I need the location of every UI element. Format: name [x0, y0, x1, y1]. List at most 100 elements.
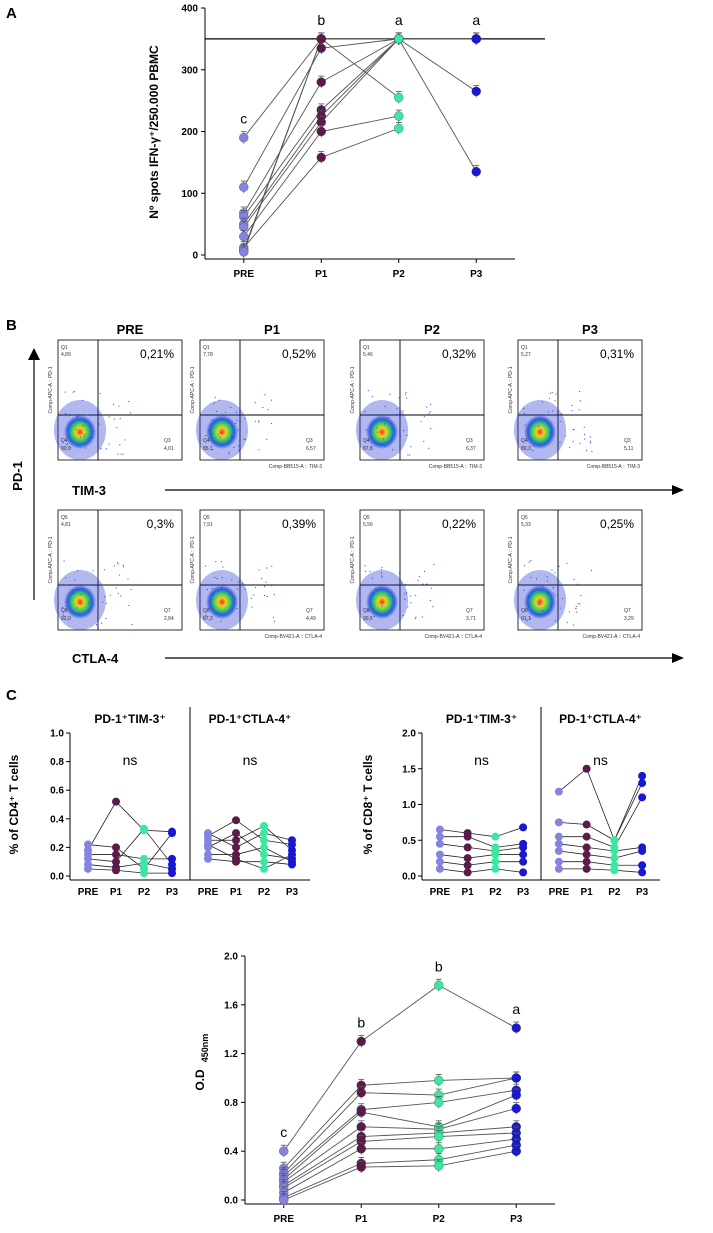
data-point-s11-2: [434, 1161, 444, 1171]
event-dot: [270, 399, 272, 401]
event-dot: [64, 391, 66, 393]
series-line-s5: [439, 861, 468, 866]
event-dot: [376, 431, 378, 433]
event-dot: [405, 392, 407, 394]
quadrant-upper-label: Q5: [521, 515, 528, 521]
event-dot: [221, 587, 223, 589]
data-point-s3-3: [519, 843, 528, 852]
data-point-s1-1: [356, 1036, 366, 1047]
event-dot: [101, 622, 103, 624]
event-dot: [407, 606, 409, 608]
data-point-s6-2: [260, 857, 268, 866]
data-point-s2-2: [434, 1075, 444, 1086]
event-dot: [271, 585, 273, 587]
data-point-s3-1: [112, 850, 120, 859]
event-dot: [100, 447, 102, 449]
y-tick-label: 0.5: [402, 836, 416, 847]
event-dot: [530, 560, 532, 562]
event-dot: [221, 577, 223, 579]
x-tick-label: P2: [258, 887, 271, 898]
event-dot: [579, 400, 581, 402]
data-point-s5-2: [610, 854, 619, 863]
data-point-s1-2: [491, 832, 500, 841]
data-point-s6-0: [435, 864, 444, 873]
data-point-s4-2: [260, 850, 268, 859]
event-dot: [205, 615, 207, 617]
event-dot: [130, 588, 132, 590]
data-point-s7-3: [288, 850, 296, 859]
series-line-s2: [558, 821, 587, 825]
event-dot: [538, 425, 540, 427]
quadrant-upper-value: 4,81: [61, 522, 71, 528]
event-dot: [560, 420, 562, 422]
event-cloud-core: [366, 415, 398, 449]
event-dot: [375, 588, 377, 590]
quadrant-upper-label: Q5: [363, 515, 370, 521]
event-dot: [105, 617, 107, 619]
event-dot: [571, 405, 573, 407]
quadrant-right-label: Q7: [466, 608, 473, 614]
event-dot: [81, 588, 83, 590]
event-dot: [243, 438, 245, 440]
data-point-s2-2: [260, 836, 268, 845]
event-dot: [264, 585, 266, 587]
event-dot: [220, 620, 222, 622]
event-dot: [426, 583, 428, 585]
event-dot: [77, 570, 79, 572]
event-dot: [540, 591, 542, 593]
quadrant-lower-label: Q4: [203, 438, 210, 444]
event-dot: [254, 420, 256, 422]
event-dot: [553, 592, 555, 594]
event-dot: [403, 429, 405, 431]
quadrant-lower-label: Q4: [61, 438, 68, 444]
event-dot: [410, 602, 412, 604]
event-dot: [104, 596, 106, 598]
data-point-s2-3: [168, 827, 176, 836]
event-dot: [118, 405, 120, 407]
y-tick-label: 0.6: [50, 786, 64, 797]
event-dot: [251, 606, 253, 608]
y-tick-label: 0.0: [50, 872, 64, 883]
event-dot: [119, 418, 121, 420]
event-dot: [423, 571, 425, 573]
event-dot: [368, 609, 370, 611]
series-line-s7: [207, 844, 237, 860]
event-dot: [530, 617, 532, 619]
data-point-s6-0: [84, 864, 92, 873]
marker-axis-label: TIM-3: [72, 483, 106, 498]
series-line-s7: [283, 1136, 362, 1186]
series-line-s7: [361, 1132, 439, 1138]
event-dot: [423, 416, 425, 418]
event-dot: [82, 425, 84, 427]
event-dot: [261, 577, 263, 579]
event-dot: [404, 593, 406, 595]
series-line-s7: [235, 858, 265, 870]
event-dot: [420, 421, 422, 423]
quadrant-upper-label: Q1: [521, 345, 528, 351]
data-point-s7-3: [638, 868, 647, 877]
event-dot: [255, 587, 257, 589]
event-dot: [376, 427, 378, 429]
event-dot: [99, 392, 101, 394]
data-point-s3-0: [435, 839, 444, 848]
event-dot: [396, 413, 398, 415]
double-positive-percent: 0,22%: [442, 517, 476, 531]
flow-x-axis-label: Comp-BB515-A :: TIM-3: [429, 464, 482, 470]
event-dot: [62, 607, 64, 609]
data-point-s4-3: [519, 850, 528, 859]
data-point-s6-1: [463, 868, 472, 877]
event-dot: [266, 567, 268, 569]
data-point-s5-3: [519, 857, 528, 866]
x-tick-label: P2: [138, 887, 151, 898]
series-line-s4: [143, 828, 173, 865]
data-point-s10-0: [239, 247, 249, 257]
event-dot: [410, 446, 412, 448]
event-dot: [265, 581, 267, 583]
event-dot: [402, 410, 404, 412]
event-dot: [409, 454, 411, 456]
data-point-s2-0: [554, 818, 563, 827]
data-point-s5-2: [140, 859, 148, 868]
event-dot: [398, 572, 400, 574]
event-dot: [405, 592, 407, 594]
subpanel-title: PD-1⁺CTLA-4⁺: [559, 712, 642, 726]
